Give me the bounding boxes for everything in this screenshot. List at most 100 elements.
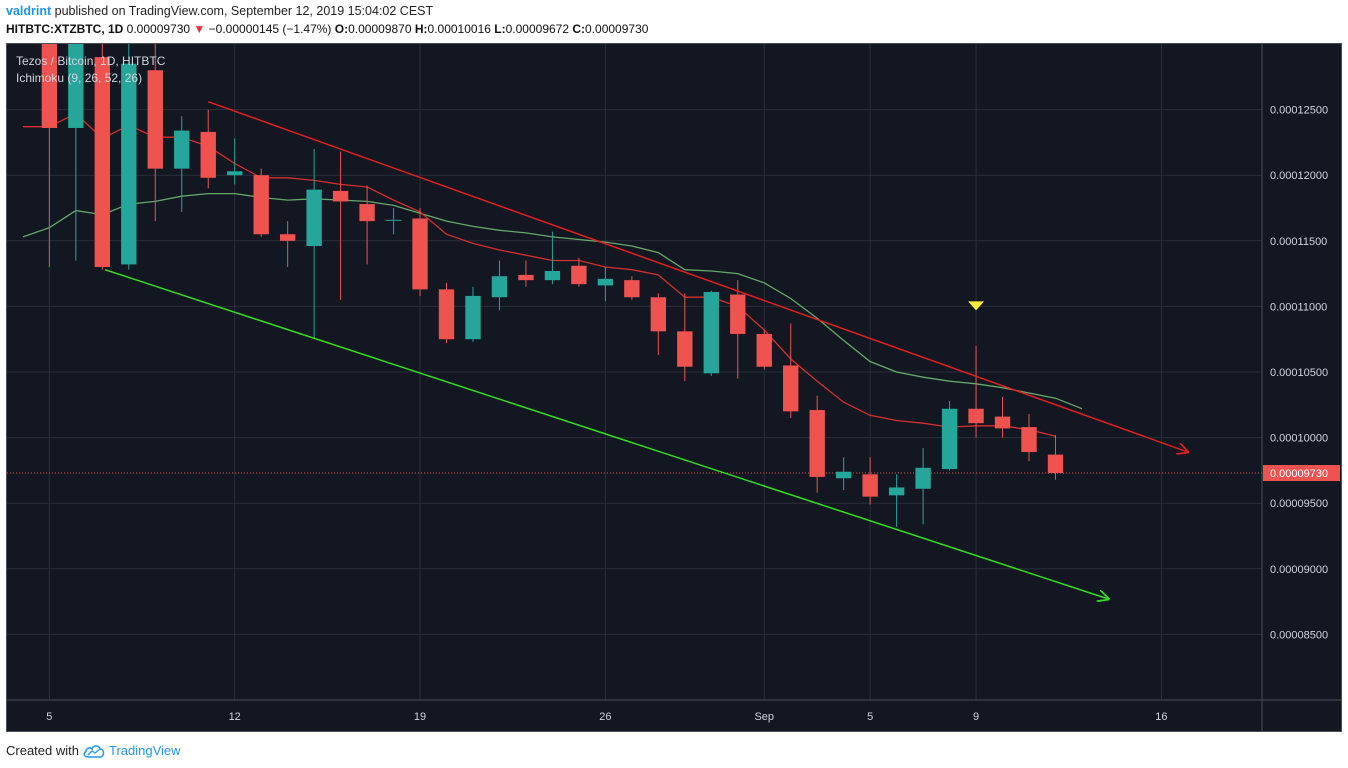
candle-body xyxy=(438,289,455,340)
candle-body xyxy=(1047,454,1064,474)
y-tick-label: 0.00009500 xyxy=(1270,498,1328,510)
x-tick-label: 9 xyxy=(973,711,979,723)
published-text: published on TradingView.com, September … xyxy=(54,4,434,18)
candle-body xyxy=(544,270,561,281)
candle xyxy=(597,267,614,302)
close-value: 0.00009730 xyxy=(585,22,649,36)
candle-body xyxy=(888,487,905,496)
candle-body xyxy=(571,265,587,285)
resistance-trendline xyxy=(207,101,1188,452)
candle xyxy=(941,400,958,471)
tradingview-brand[interactable]: TradingView xyxy=(108,743,181,758)
candle-body xyxy=(121,63,137,265)
candle xyxy=(306,148,322,340)
symbol-label: HITBTC:XTZBTC, 1D xyxy=(6,22,124,36)
candle xyxy=(862,457,878,505)
y-tick-label: 0.00012000 xyxy=(1270,170,1328,182)
candle xyxy=(1047,434,1064,480)
candle xyxy=(385,208,402,235)
candle xyxy=(412,208,428,296)
candle xyxy=(147,44,163,222)
candle xyxy=(730,280,746,379)
candle-body xyxy=(1021,427,1037,453)
candle-body xyxy=(650,297,667,332)
candle-body xyxy=(68,44,84,128)
candle-body xyxy=(491,276,508,298)
y-tick-label: 0.00011000 xyxy=(1270,301,1327,313)
price-chart[interactable]: 0.00012500 0.00012000 0.00011500 0.00011000… xyxy=(7,44,1341,731)
x-tick-label: 12 xyxy=(229,711,241,723)
candle xyxy=(253,168,269,237)
candle-body xyxy=(94,57,110,268)
candle-body xyxy=(465,295,481,340)
x-tick-label: 26 xyxy=(599,711,611,723)
legend-indicator: Ichimoku (9, 26, 52, 26) xyxy=(16,71,143,85)
candle xyxy=(359,185,375,265)
y-tick-label: 0.00012500 xyxy=(1270,105,1328,117)
candle-body xyxy=(412,218,428,290)
candle xyxy=(994,396,1011,438)
candle-body xyxy=(306,189,322,247)
candle-body xyxy=(174,130,190,169)
y-tick-label: 0.00010000 xyxy=(1270,433,1328,445)
candle xyxy=(279,221,296,268)
candle-body xyxy=(624,280,640,298)
candle-body xyxy=(941,408,958,470)
last-price-tag xyxy=(1263,465,1340,482)
candle-body xyxy=(756,333,772,367)
candle-body xyxy=(385,219,402,221)
candle xyxy=(174,116,190,212)
candle xyxy=(650,293,667,355)
publish-info: valdrint published on TradingView.com, S… xyxy=(6,4,433,18)
candle xyxy=(835,457,852,491)
chart-background xyxy=(7,44,1341,731)
candle xyxy=(624,276,640,300)
candle-body xyxy=(253,175,269,235)
tradingview-cloud-icon xyxy=(83,744,105,758)
candle xyxy=(332,151,349,300)
candle xyxy=(1021,413,1037,462)
high-label: H: xyxy=(414,22,428,36)
support-trendline xyxy=(104,268,1108,599)
legend-title: Tezos / Bitcoin, 1D, HITBTC xyxy=(16,54,166,68)
x-tick-label: 5 xyxy=(867,711,873,723)
author-link[interactable]: valdrint xyxy=(6,4,52,18)
y-tick-label: 0.00011500 xyxy=(1270,236,1327,248)
candle xyxy=(888,474,905,527)
candle-body xyxy=(862,474,878,497)
candle-body xyxy=(332,190,349,202)
candle xyxy=(41,44,58,268)
down-arrow-icon: ▼ xyxy=(193,22,206,36)
candle xyxy=(200,109,216,189)
candle-body xyxy=(783,365,799,412)
low-value: 0.00009672 xyxy=(505,22,570,36)
close-label: C: xyxy=(572,22,586,36)
candle xyxy=(677,293,693,382)
chart-panel[interactable]: 0.00012500 0.00012000 0.00011500 0.00011000… xyxy=(6,43,1342,732)
candle-body xyxy=(359,204,375,222)
candle xyxy=(518,260,534,287)
y-tick-label: 0.00008500 xyxy=(1270,629,1328,641)
ichimoku-conversion-line xyxy=(22,112,1056,437)
candle-body xyxy=(518,274,534,281)
candle xyxy=(915,448,931,525)
candle-body xyxy=(227,171,243,176)
candle xyxy=(465,286,481,342)
x-tick-label: 5 xyxy=(46,711,52,723)
candle xyxy=(783,323,799,418)
chart-legend: Tezos / Bitcoin, 1D, HITBTC Ichimoku (9,… xyxy=(16,53,165,87)
candle-body xyxy=(730,294,746,334)
candle-body xyxy=(915,467,931,489)
x-tick-label: 16 xyxy=(1155,711,1167,723)
candle xyxy=(94,44,110,270)
candle-body xyxy=(147,70,163,169)
candle xyxy=(809,395,825,493)
price-change: −0.00000145 (−1.47%) xyxy=(208,22,332,36)
candle-body xyxy=(279,234,296,241)
low-label: L: xyxy=(494,22,506,36)
candle xyxy=(703,290,719,376)
last-price: 0.00009730 xyxy=(126,22,191,36)
candle xyxy=(438,282,455,344)
footer: Created with TradingView xyxy=(6,743,181,758)
y-tick-label: 0.00010500 xyxy=(1270,367,1328,379)
